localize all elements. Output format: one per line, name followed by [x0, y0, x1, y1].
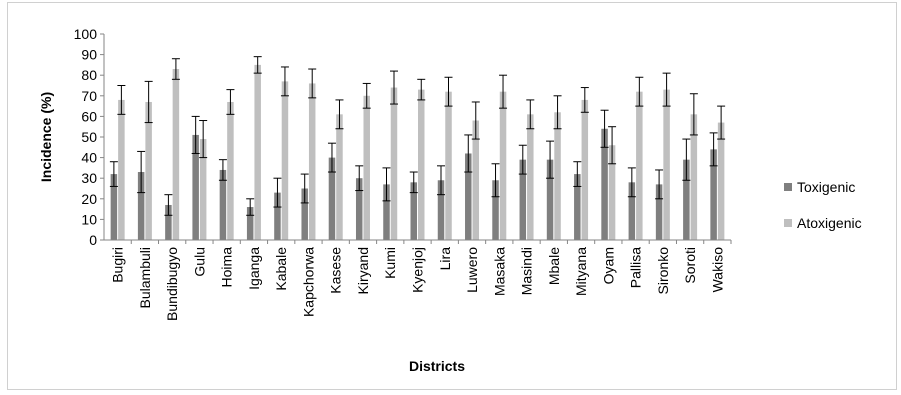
- bar-atoxigenic-kyenjoj: [418, 89, 425, 241]
- bar-toxigenic-kasese: [328, 157, 336, 240]
- bar-toxigenic-lira: [437, 180, 445, 240]
- bar-toxigenic-kyenjoj: [410, 182, 417, 240]
- bar-atoxigenic-kasese: [336, 114, 343, 240]
- x-tick-label: Kasese: [328, 247, 344, 294]
- y-tick-label: 20: [81, 191, 97, 207]
- bar-atoxigenic-kapchorwa: [308, 83, 316, 240]
- x-tick-label: Kyenjoj: [410, 247, 426, 293]
- bar-toxigenic-kiryand: [355, 178, 363, 240]
- x-tick-label: Wakiso: [709, 247, 725, 293]
- x-tick-label: Soroti: [682, 247, 698, 284]
- bar-atoxigenic-kumi: [390, 87, 398, 240]
- plot-area: [109, 56, 726, 241]
- y-tick-label: 10: [81, 211, 97, 227]
- legend-label-atoxigenic: Atoxigenic: [797, 215, 862, 231]
- x-tick-label: Luwero: [464, 247, 480, 293]
- bar-toxigenic-kabale: [274, 192, 281, 240]
- bar-atoxigenic-pallisa: [636, 91, 643, 241]
- x-tick-label: Kiryand: [355, 247, 371, 294]
- x-tick-label: Pallisa: [628, 247, 644, 288]
- x-tick-label: Sironko: [655, 247, 671, 295]
- bar-atoxigenic-iganga: [254, 64, 261, 241]
- bar-toxigenic-sironko: [655, 184, 663, 240]
- x-tick-label: Iganga: [246, 247, 262, 290]
- x-tick-label: Bugiri: [110, 247, 126, 283]
- bar-toxigenic-hoima: [219, 169, 227, 240]
- x-axis: Bugiri Bulambuli Bundibugyo Gulu Hoima Iganga…: [104, 239, 732, 321]
- x-axis-title: Districts: [409, 358, 465, 374]
- bar-atoxigenic-masindi: [527, 114, 534, 240]
- bar-atoxigenic-kiryand: [363, 95, 370, 240]
- x-tick-label: Lira: [437, 247, 453, 271]
- bar-atoxigenic-gulu: [199, 139, 207, 240]
- bar-atoxigenic-oyam: [608, 145, 616, 240]
- bar-toxigenic-bundibugyo: [165, 204, 172, 240]
- bar-atoxigenic-mbale: [554, 112, 561, 240]
- bar-atoxigenic-masaka: [499, 91, 507, 241]
- y-tick-label: 60: [81, 108, 97, 124]
- bar-atoxigenic-kabale: [281, 81, 289, 240]
- bar-atoxigenic-soroti: [690, 114, 698, 240]
- x-tick-label: Masaka: [491, 247, 507, 296]
- bar-atoxigenic-sironko: [663, 89, 670, 241]
- x-tick-label: Kapchorwa: [300, 247, 316, 317]
- x-tick-label: Kumi: [382, 247, 398, 279]
- x-tick-label: Oyam: [600, 247, 616, 284]
- x-tick-label: Mityana: [573, 247, 589, 296]
- x-tick-label: Mbale: [546, 247, 562, 285]
- bar-toxigenic-bugiri: [110, 174, 118, 240]
- bar-atoxigenic-bundibugyo: [172, 69, 180, 241]
- bar-toxigenic-mityana: [574, 174, 581, 240]
- bar-toxigenic-masaka: [492, 180, 499, 240]
- legend-label-toxigenic: Toxigenic: [797, 179, 855, 195]
- bar-atoxigenic-mityana: [581, 99, 589, 240]
- x-tick-label: Gulu: [191, 247, 207, 277]
- x-tick-label: Kabale: [273, 247, 289, 291]
- bar-toxigenic-luwero: [465, 153, 472, 240]
- chart-frame: [7, 2, 897, 390]
- y-tick-label: 90: [81, 47, 97, 63]
- bar-atoxigenic-lira: [445, 91, 452, 241]
- bar-atoxigenic-wakiso: [717, 122, 725, 240]
- bar-atoxigenic-bulambuli: [145, 101, 152, 240]
- y-axis-title: Incidence (%): [38, 92, 54, 182]
- bar-toxigenic-oyam: [601, 128, 608, 240]
- y-tick-label: 0: [89, 232, 97, 248]
- legend-swatch-atoxigenic: [784, 219, 792, 227]
- legend-swatch-toxigenic: [784, 183, 792, 191]
- bar-toxigenic-wakiso: [710, 149, 717, 240]
- bar-toxigenic-kapchorwa: [301, 188, 308, 240]
- bar-toxigenic-soroti: [683, 159, 690, 240]
- bar-atoxigenic-luwero: [472, 120, 480, 240]
- y-tick-label: 50: [81, 129, 97, 145]
- bar-toxigenic-masindi: [519, 159, 527, 240]
- y-tick-label: 40: [81, 150, 97, 166]
- bar-atoxigenic-bugiri: [118, 99, 125, 240]
- x-tick-label: Bulambuli: [137, 247, 153, 308]
- y-tick-label: 30: [81, 170, 97, 186]
- bar-atoxigenic-hoima: [227, 101, 234, 240]
- bar-toxigenic-pallisa: [628, 182, 636, 240]
- x-tick-label: Masindi: [519, 247, 535, 295]
- x-tick-label: Bundibugyo: [164, 247, 180, 321]
- x-tick-label: Hoima: [219, 247, 235, 288]
- bar-toxigenic-gulu: [192, 134, 199, 240]
- bar-toxigenic-iganga: [246, 207, 254, 240]
- y-tick-label: 100: [74, 26, 98, 42]
- bar-toxigenic-bulambuli: [137, 172, 145, 240]
- y-axis: 0 10 20 30 40 50 60 70 80 90 100: [74, 26, 105, 248]
- y-tick-label: 70: [81, 88, 97, 104]
- bar-toxigenic-kumi: [383, 184, 390, 240]
- legend: Toxigenic Atoxigenic: [784, 179, 862, 231]
- y-tick-label: 80: [81, 67, 97, 83]
- bar-toxigenic-mbale: [546, 159, 554, 240]
